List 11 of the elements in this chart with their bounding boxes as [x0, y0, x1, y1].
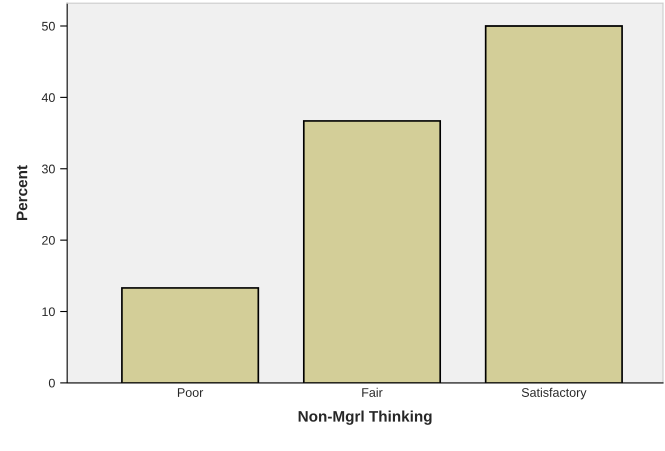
- x-tick-label: Fair: [362, 388, 383, 397]
- y-tick-label: 30: [42, 164, 55, 174]
- y-axis-title: Percent: [16, 165, 28, 220]
- y-tick-label: 0: [48, 378, 55, 388]
- x-tick-label: Poor: [178, 388, 204, 397]
- y-tick-label: 50: [42, 22, 55, 31]
- x-axis-title: Non-Mgrl Thinking: [298, 410, 432, 425]
- y-tick-label: 40: [42, 93, 55, 102]
- x-tick-label: Satisfactory: [522, 388, 587, 400]
- y-tick-label: 10: [42, 307, 55, 316]
- y-tick-label: 20: [42, 236, 55, 245]
